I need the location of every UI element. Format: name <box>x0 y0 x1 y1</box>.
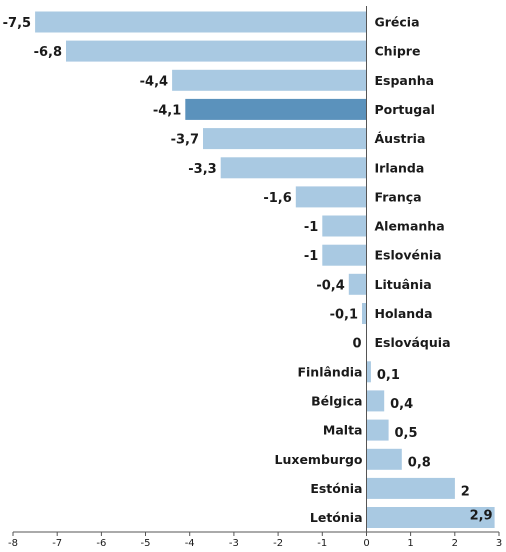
x-tick-label: -5 <box>141 538 151 549</box>
country-label-austria: Áustria <box>375 131 426 146</box>
bar-lituania <box>348 273 367 295</box>
bar-belgica <box>366 390 385 412</box>
x-tick-label: -1 <box>317 538 327 549</box>
bar-alemanha <box>322 215 367 237</box>
country-label-franca: França <box>375 189 422 204</box>
value-label-eslovaquia: 0 <box>352 337 361 352</box>
x-tick-label: 1 <box>407 538 413 549</box>
value-label-lituania: -0,4 <box>316 278 344 293</box>
bar-portugal <box>185 98 367 120</box>
country-label-espanha: Espanha <box>375 73 435 88</box>
bar-malta <box>366 419 389 441</box>
x-tick-label: -2 <box>273 538 283 549</box>
bar-letonia <box>366 507 495 528</box>
value-label-letonia: 2,9 <box>470 509 493 524</box>
country-label-alemanha: Alemanha <box>375 219 445 234</box>
x-tick-label: 2 <box>452 538 458 549</box>
bar-eslovenia <box>322 244 367 266</box>
country-label-chipre: Chipre <box>375 44 421 59</box>
country-label-irlanda: Irlanda <box>375 160 425 175</box>
country-label-finlandia: Finlândia <box>297 364 362 379</box>
country-label-eslovenia: Eslovénia <box>375 248 442 263</box>
bar-luxemburgo <box>366 448 402 470</box>
labels-group: Grécia -7,5 Chipre -6,8 Espanha -4,4 Portugal -… <box>3 15 493 526</box>
value-label-belgica: 0,4 <box>390 397 413 412</box>
country-label-belgica: Bélgica <box>311 393 362 408</box>
x-tick-label: 0 <box>363 538 369 549</box>
value-label-franca: -1,6 <box>263 191 291 206</box>
value-label-portugal: -4,1 <box>153 103 181 118</box>
country-label-lituania: Lituânia <box>375 277 432 292</box>
bar-holanda <box>362 303 367 324</box>
country-label-letonia: Letónia <box>310 510 363 525</box>
value-label-grecia: -7,5 <box>3 16 31 31</box>
value-label-espanha: -4,4 <box>140 74 168 89</box>
bar-finlandia <box>366 361 371 383</box>
country-label-portugal: Portugal <box>375 102 435 117</box>
value-label-chipre: -6,8 <box>34 45 62 60</box>
bar-espanha <box>172 69 367 91</box>
value-label-austria: -3,7 <box>171 133 199 148</box>
bars-group <box>35 11 495 528</box>
bar-chipre <box>66 40 367 62</box>
value-label-finlandia: 0,1 <box>377 368 400 383</box>
bar-austria <box>203 128 367 150</box>
value-label-malta: 0,5 <box>395 426 418 441</box>
x-tick-label: -4 <box>185 538 195 549</box>
x-tick-label: -3 <box>229 538 239 549</box>
value-label-irlanda: -3,3 <box>188 162 216 177</box>
x-tick-label: 3 <box>496 538 502 549</box>
x-tick-label: -6 <box>96 538 106 549</box>
x-tick-label: -8 <box>8 538 18 549</box>
country-label-grecia: Grécia <box>375 15 420 30</box>
bar-irlanda <box>220 157 367 179</box>
value-label-eslovenia: -1 <box>304 249 318 264</box>
bar-franca <box>295 186 367 208</box>
x-tick-label: -7 <box>52 538 62 549</box>
x-ticks-group: -8 -7 -6 -5 -4 -3 -2 -1 0 1 2 3 <box>8 532 502 549</box>
country-label-eslovaquia: Eslováquia <box>375 335 451 350</box>
country-label-estonia: Estónia <box>310 481 362 496</box>
value-label-alemanha: -1 <box>304 220 318 235</box>
country-label-holanda: Holanda <box>375 306 433 321</box>
bar-estonia <box>366 477 455 499</box>
bar-grecia <box>35 11 367 33</box>
value-label-estonia: 2 <box>461 484 470 499</box>
value-label-luxemburgo: 0,8 <box>408 455 431 470</box>
country-label-malta: Malta <box>323 423 363 438</box>
country-label-luxemburgo: Luxemburgo <box>275 452 363 467</box>
value-label-holanda: -0,1 <box>330 308 358 323</box>
